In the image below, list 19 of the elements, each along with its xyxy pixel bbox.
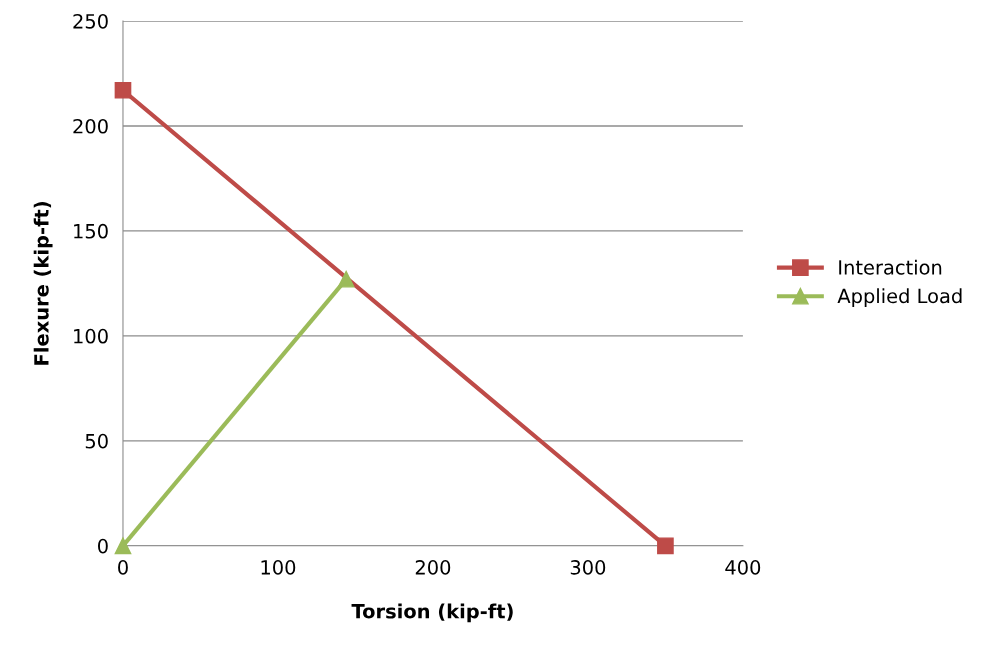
y-tick-label: 50 (85, 433, 108, 449)
x-tick-label: 300 (570, 560, 606, 575)
x-tick-label: 200 (415, 560, 451, 575)
point (114, 81, 132, 99)
x-axis-title: Torsion (kip-ft) (351, 603, 513, 623)
point (337, 270, 355, 288)
x-tick-label: 100 (261, 560, 296, 575)
y-tick-label: 100 (74, 328, 108, 344)
y-tick-label: 0 (98, 538, 108, 554)
y-tick-label: 150 (74, 223, 108, 239)
y-tick-label: 250 (73, 13, 108, 29)
point (114, 537, 132, 555)
y-tick-label: 200 (73, 118, 108, 134)
x-tick-label: 0 (118, 560, 128, 575)
x-tick-label: 400 (725, 560, 761, 575)
y-axis-title: Flexure (kip-ft) (33, 201, 53, 365)
legend-label: Interaction (839, 259, 942, 275)
legend-label: Applied Load (837, 288, 962, 308)
point (657, 537, 674, 555)
